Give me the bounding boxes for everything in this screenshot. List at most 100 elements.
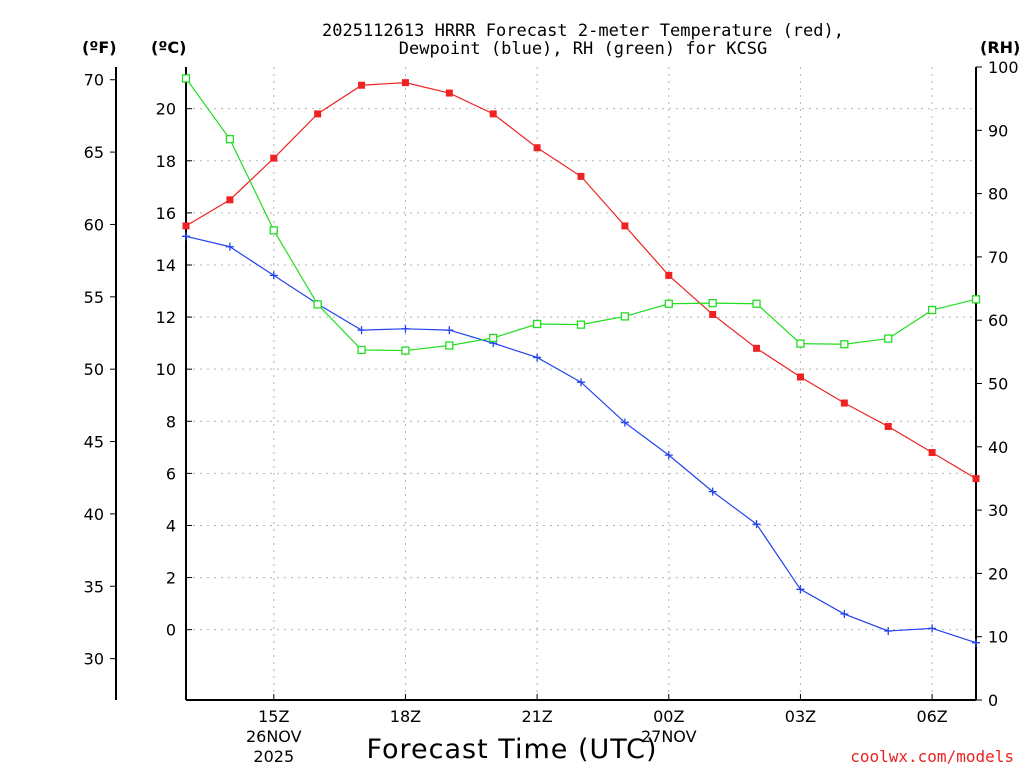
fahrenheit-unit-label: (ºF): [82, 38, 117, 57]
fahrenheit-tick-label: 60: [84, 215, 104, 234]
celsius-tick-label: 0: [166, 621, 176, 640]
2-meter-temperature-point: [401, 79, 409, 87]
2-meter-temperature-point: [753, 344, 761, 352]
2-meter-temperature-point: [928, 449, 936, 457]
rh-point: [532, 319, 542, 329]
rh-point: [313, 300, 322, 309]
rh-point: [664, 299, 673, 308]
celsius-tick-label: 8: [166, 412, 176, 431]
rh-tick-label: 90: [988, 121, 1008, 140]
2-meter-temperature-point: [358, 81, 366, 89]
celsius-tick-label: 10: [156, 360, 176, 379]
rh-point: [620, 312, 630, 321]
2-meter-temperature-point: [489, 110, 497, 118]
dewpoint-point: [269, 271, 278, 280]
rh-tick-label: 60: [988, 311, 1008, 330]
rh-line: [185, 78, 977, 352]
2-meter-temperature-point: [665, 271, 673, 279]
fahrenheit-tick-label: 70: [84, 71, 104, 90]
fahrenheit-tick-label: 40: [84, 505, 104, 524]
rh-point: [796, 339, 805, 348]
celsius-tick-label: 16: [156, 204, 176, 223]
dewpoint-point: [401, 324, 410, 333]
chart-title-line1: 2025112613 HRRR Forecast 2-meter Tempera…: [322, 21, 844, 41]
rh-point: [181, 74, 191, 83]
rh-tick-label: 100: [988, 58, 1019, 77]
rh-tick-label: 0: [988, 691, 998, 710]
rh-point: [445, 341, 454, 350]
dewpoint-point: [708, 487, 717, 496]
dewpoint-point: [533, 353, 542, 362]
2-meter-temperature-point: [709, 310, 717, 318]
celsius-tick-label: 18: [156, 152, 176, 171]
dewpoint-point: [225, 242, 234, 251]
rh-point: [708, 298, 717, 308]
dewpoint-point: [796, 585, 805, 594]
2-meter-temperature-point: [182, 222, 190, 230]
dewpoint-point: [577, 378, 585, 387]
2-meter-temperature-point: [314, 110, 322, 118]
2-meter-temperature-point: [796, 373, 804, 381]
rh-point: [576, 320, 586, 329]
dewpoint-point: [182, 232, 190, 241]
rh-point: [269, 226, 278, 235]
axes: [115, 67, 977, 701]
rh-point: [884, 334, 893, 343]
celsius-tick-label: 2: [166, 569, 176, 588]
2-meter-temperature-point: [840, 399, 848, 407]
rh-point: [927, 305, 937, 315]
2-meter-temperature-point: [884, 422, 892, 430]
2-meter-temperature-point: [445, 89, 453, 97]
rh-tick-label: 80: [988, 185, 1008, 204]
time-tick-date: 27NOV: [641, 727, 697, 746]
celsius-tick-label: 4: [166, 516, 176, 535]
rh-point: [489, 333, 498, 343]
time-tick-label: 06Z: [916, 707, 947, 726]
rh-tick-label: 40: [988, 438, 1008, 457]
dewpoint-point: [357, 326, 366, 335]
source-credit: coolwx.com/models: [850, 747, 1014, 766]
2-meter-temperature-point: [270, 154, 278, 162]
dewpoint-line: [185, 235, 977, 644]
fahrenheit-tick-label: 55: [84, 288, 104, 307]
2-meter-temperature-point: [226, 196, 234, 204]
dewpoint-point: [664, 451, 673, 460]
dewpoint-point: [445, 326, 454, 335]
2-meter-temperature-point: [621, 222, 629, 230]
rh-tick-label: 20: [988, 564, 1008, 583]
time-tick-label: 00Z: [653, 707, 684, 726]
rh-tick-label: 30: [988, 501, 1008, 520]
2-meter-temperature-point: [533, 144, 541, 152]
dewpoint-point: [884, 626, 893, 635]
rh-point: [840, 340, 849, 349]
chart-title-line2: Dewpoint (blue), RH (green) for KCSG: [399, 39, 767, 59]
data-series: [181, 74, 981, 647]
rh-unit-label: (RH): [980, 38, 1020, 57]
2-meter-temperature-point: [972, 475, 980, 483]
dewpoint-point: [620, 418, 629, 427]
grid-lines: [186, 67, 976, 700]
time-tick-label: 15Z: [258, 707, 289, 726]
dewpoint-point: [752, 520, 761, 529]
fahrenheit-tick-label: 50: [84, 360, 104, 379]
fahrenheit-tick-label: 45: [84, 433, 104, 452]
rh-point: [971, 295, 981, 304]
time-tick-year: 2025: [253, 747, 294, 766]
fahrenheit-tick-label: 30: [84, 650, 104, 669]
time-tick-date: 26NOV: [246, 727, 302, 746]
celsius-tick-label: 12: [156, 308, 176, 327]
rh-point: [225, 135, 235, 144]
celsius-tick-label: 20: [156, 100, 176, 119]
2-meter-temperature-line: [185, 82, 977, 480]
rh-point: [401, 346, 410, 355]
dewpoint-point: [972, 638, 980, 647]
fahrenheit-tick-label: 65: [84, 143, 104, 162]
celsius-unit-label: (ºC): [151, 38, 186, 57]
x-axis-title: Forecast Time (UTC): [366, 734, 657, 765]
time-tick-label: 03Z: [785, 707, 816, 726]
fahrenheit-tick-label: 35: [84, 577, 104, 596]
celsius-tick-label: 6: [166, 464, 176, 483]
rh-tick-label: 10: [988, 628, 1008, 647]
